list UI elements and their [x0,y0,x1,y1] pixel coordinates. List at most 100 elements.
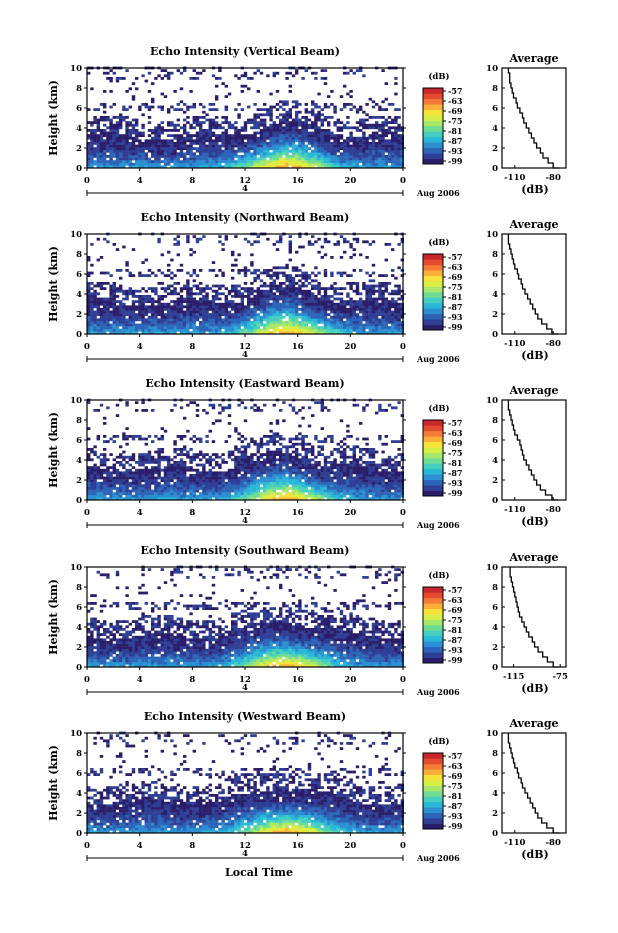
heatmap-cell [349,313,352,316]
heatmap-cell [346,116,349,119]
heatmap-cell [170,321,173,324]
heatmap-cell [135,139,138,142]
heatmap-cell [196,482,199,485]
heatmap-cell [234,142,237,145]
heatmap-cell [343,152,346,155]
heatmap-cell [205,477,208,480]
heatmap-cell [218,477,221,480]
heatmap-cell [349,150,352,153]
heatmap-cell [129,292,132,295]
heatmap-cell [193,103,196,106]
heatmap-cell [132,474,135,477]
heatmap-cell [279,119,282,122]
heatmap-cell [164,313,167,316]
heatmap-cell [321,108,324,111]
heatmap-cell [180,160,183,163]
heatmap-cell [189,313,192,316]
heatmap-cell [151,492,154,495]
heatmap-cell [263,316,266,319]
heatmap-cell [253,126,256,129]
heatmap-cell [365,321,368,324]
heatmap-cell [180,484,183,487]
heatmap-cell [170,464,173,467]
heatmap-cell [103,456,106,459]
heatmap-cell [100,461,103,464]
heatmap-cell [247,240,250,243]
heatmap-cell [356,326,359,329]
heatmap-cell [177,318,180,321]
heatmap-cell [266,145,269,148]
heatmap-cell [231,253,234,256]
heatmap-cell [225,305,228,308]
heatmap-cell [189,487,192,490]
heatmap-cell [231,451,234,454]
heatmap-cell [301,274,304,277]
heatmap-cell [199,158,202,161]
heatmap-cell [141,401,144,404]
heatmap-cell [231,126,234,129]
heatmap-cell [167,326,170,329]
heatmap-cell [215,453,218,456]
heatmap-cell [167,285,170,288]
heatmap-cell [330,305,333,308]
heatmap-cell [337,150,340,153]
heatmap-cell [103,482,106,485]
heatmap-cell [221,116,224,119]
heatmap-field [87,67,404,169]
heatmap-cell [298,324,301,327]
heatmap-cell [113,311,116,314]
heatmap-cell [100,458,103,461]
heatmap-cell [260,152,263,155]
heatmap-cell [151,326,154,329]
heatmap-cell [241,74,244,77]
heatmap-cell [173,448,176,451]
heatmap-cell [209,482,212,485]
heatmap-cell [164,316,167,319]
heatmap-cell [317,152,320,155]
heatmap-cell [250,290,253,293]
heatmap-cell [93,134,96,137]
heatmap-cell [397,163,400,166]
heatmap-cell [221,155,224,158]
heatmap-cell [381,137,384,140]
heatmap-cell [103,90,106,93]
heatmap-cell [263,160,266,163]
heatmap-cell [298,329,301,332]
heatmap-cell [257,90,260,93]
heatmap-cell [90,264,93,267]
heatmap-cell [324,316,327,319]
heatmap-cell [394,132,397,135]
heatmap-cell [170,487,173,490]
heatmap-cell [321,77,324,80]
heatmap-cell [116,160,119,163]
heatmap-cell [100,329,103,332]
heatmap-cell [311,313,314,316]
heatmap-cell [215,477,218,480]
heatmap-cell [317,142,320,145]
heatmap-cell [349,132,352,135]
heatmap-cell [199,163,202,166]
heatmap-cell [205,160,208,163]
heatmap-cell [125,137,128,140]
heatmap-cell [321,139,324,142]
heatmap-cell [106,474,109,477]
heatmap-cell [125,479,128,482]
heatmap-cell [97,474,100,477]
heatmap-cell [180,295,183,298]
heatmap-cell [244,274,247,277]
heatmap-cell [321,321,324,324]
heatmap-cell [103,103,106,106]
heatmap-cell [317,316,320,319]
heatmap-cell [285,264,288,267]
heatmap-cell [317,326,320,329]
heatmap-cell [365,103,368,106]
heatmap-cell [317,285,320,288]
heatmap-cell [202,106,205,109]
heatmap-cell [189,316,192,319]
heatmap-cell [301,163,304,166]
heatmap-cell [132,490,135,493]
heatmap-cell [221,324,224,327]
heatmap-cell [394,160,397,163]
heatmap-cell [231,152,234,155]
heatmap-cell [269,287,272,290]
